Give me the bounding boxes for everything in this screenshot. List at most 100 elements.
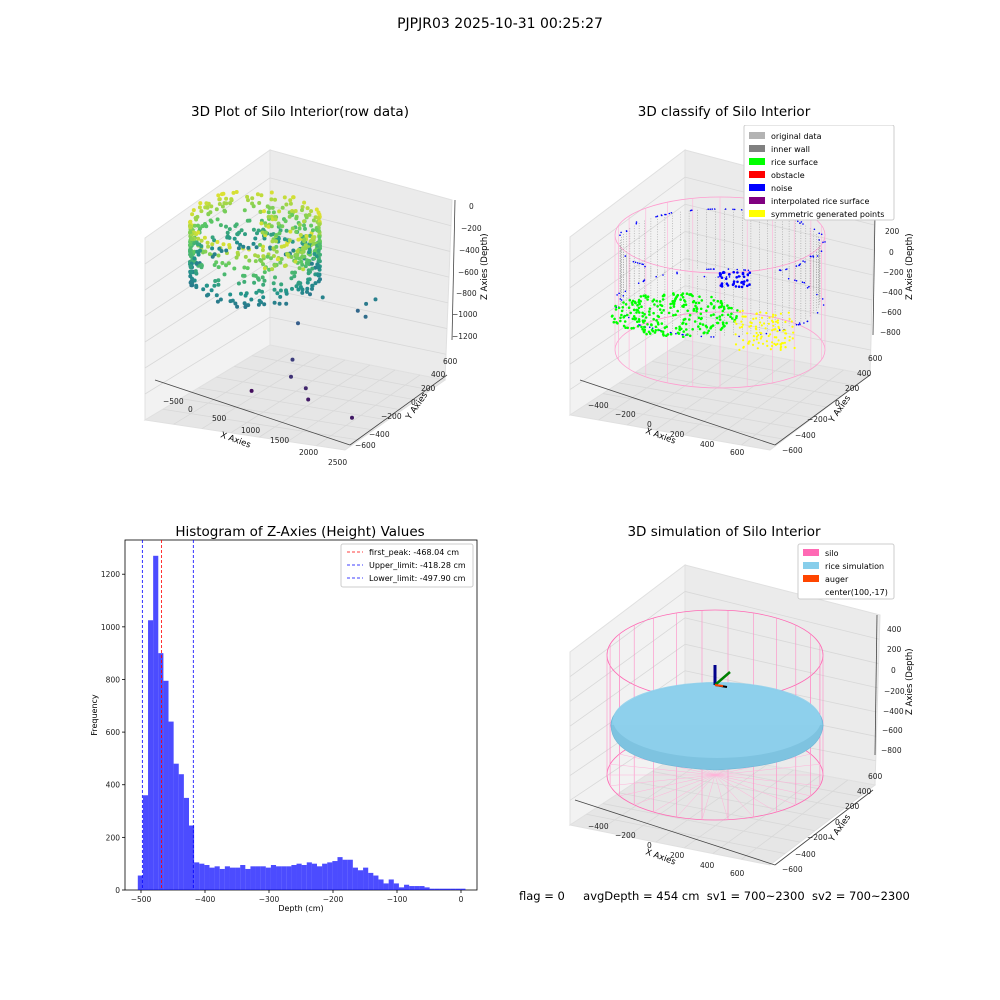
- y-tick-label: 200: [845, 384, 860, 393]
- ring-point: [293, 270, 297, 275]
- symmetric-point: [754, 327, 757, 330]
- legend-label: original data: [771, 132, 822, 141]
- ring-point: [215, 240, 220, 244]
- rice-surface-point: [700, 299, 704, 302]
- ring-point: [269, 224, 274, 229]
- silo-floor-spoke: [676, 774, 716, 818]
- ring-point: [296, 287, 301, 292]
- histogram-bar: [347, 859, 353, 890]
- ring-point: [251, 227, 256, 232]
- ring-point: [213, 279, 218, 283]
- histogram-bar: [291, 865, 297, 890]
- ring-point: [252, 280, 257, 285]
- rice-surface-point: [626, 313, 629, 317]
- gridline: [287, 369, 396, 442]
- gridline: [668, 350, 856, 387]
- rice-surface-point: [654, 325, 658, 329]
- rice-surface-point: [699, 307, 703, 311]
- rice-surface-point: [617, 306, 621, 310]
- histogram-bar: [265, 867, 271, 890]
- ring-point: [267, 267, 272, 272]
- histogram-bar: [311, 863, 317, 890]
- histogram-bar: [322, 863, 328, 890]
- symmetric-point: [767, 334, 770, 338]
- legend: original data inner wall rice surface obsta…: [743, 125, 895, 221]
- rice-surface-point: [648, 307, 652, 310]
- sv1-text: sv1 = 700~2300: [706, 889, 805, 903]
- symmetric-point: [772, 313, 775, 316]
- symmetric-point: [777, 339, 780, 342]
- rice-surface-point: [712, 299, 716, 302]
- ring-point: [238, 242, 243, 247]
- rice-surface-point: [683, 317, 687, 321]
- rice-surface-point: [725, 321, 728, 325]
- rice-surface-point: [679, 298, 682, 301]
- x-tick-label: −400: [588, 822, 609, 831]
- noise-point: [732, 208, 734, 211]
- noise-point: [795, 265, 798, 267]
- ring-point: [273, 197, 277, 202]
- rice-surface-point: [728, 306, 731, 310]
- noise-point: [720, 276, 724, 279]
- legend-box: [797, 543, 895, 600]
- pane-floor: [143, 344, 447, 451]
- ring-point: [212, 283, 217, 288]
- histogram-bar: [378, 879, 384, 890]
- noise-point: [703, 275, 706, 278]
- symmetric-point: [759, 311, 762, 314]
- rice-surface-point: [636, 304, 639, 307]
- symmetric-point: [755, 312, 758, 315]
- silo-floor-spoke: [701, 774, 716, 820]
- rice-surface-point: [652, 311, 655, 315]
- histogram-bar: [332, 861, 338, 890]
- silo-floor-spoke: [634, 774, 716, 806]
- ring-point: [196, 223, 200, 228]
- noise-point: [644, 265, 646, 268]
- rice-surface-point: [660, 322, 664, 325]
- ring-point: [301, 267, 306, 272]
- symmetric-point: [767, 322, 770, 325]
- ring-point: [309, 209, 314, 214]
- legend-swatch: [803, 575, 819, 582]
- rice-surface-point: [650, 323, 653, 326]
- ring-point: [262, 236, 267, 241]
- symmetric-point: [759, 337, 762, 340]
- ring-point: [311, 218, 316, 223]
- rice-surface-point: [697, 325, 700, 328]
- gridline: [652, 771, 846, 809]
- z-tick-label: 400: [887, 625, 902, 634]
- silo-floor-spoke: [714, 774, 777, 813]
- ring-point: [262, 270, 267, 275]
- symmetric-point: [746, 332, 749, 335]
- gridline: [741, 369, 844, 446]
- ring-point: [216, 265, 221, 270]
- symmetric-point: [749, 324, 753, 327]
- y-tick-label: 800: [106, 675, 121, 684]
- symmetric-point: [776, 330, 779, 333]
- noise-point: [748, 271, 752, 274]
- ring-point: [220, 261, 225, 265]
- rice-surface-point: [613, 317, 616, 321]
- histogram-bar: [281, 866, 287, 890]
- noise-point: [706, 268, 708, 271]
- ring-point: [190, 212, 195, 217]
- histogram-bar: [419, 886, 425, 890]
- legend-swatch: [749, 145, 765, 152]
- rice-surface-point: [624, 326, 627, 329]
- rice-surface-point: [641, 315, 644, 318]
- rice-surface-point: [703, 331, 706, 334]
- y-tick-label: 400: [431, 370, 446, 379]
- ring-point: [271, 281, 276, 286]
- ring-point: [261, 262, 265, 267]
- legend-label: auger: [825, 575, 849, 584]
- noise-point: [713, 268, 715, 270]
- legend-label: silo: [825, 549, 839, 558]
- legend-swatch: [749, 184, 765, 191]
- ring-point: [194, 271, 199, 276]
- histogram-bar: [317, 866, 323, 890]
- histogram-bars: [137, 555, 466, 890]
- ring-point: [287, 238, 292, 243]
- silo-floor-spoke: [714, 763, 820, 776]
- rice-surface-point: [656, 305, 659, 308]
- noise-point: [778, 329, 781, 331]
